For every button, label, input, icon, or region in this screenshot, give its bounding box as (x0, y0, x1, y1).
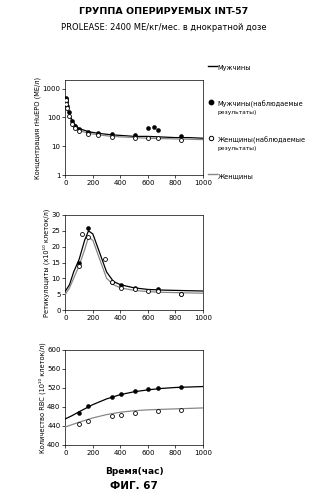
Point (73, 122, 78, 130)
Point (76, 420, 81, 428)
Point (132, 387, 137, 395)
Point (86, 417, 91, 425)
Point (109, 278, 114, 285)
Point (132, 284, 137, 292)
Point (63, 94, 68, 102)
Y-axis label: Ретикулоциты (х10¹⁰ клеток/л): Ретикулоциты (х10¹⁰ клеток/л) (43, 208, 50, 316)
Text: Время(час): Время(час) (105, 468, 164, 476)
Text: ГРУППА ОПЕРИРУЕМЫХ INT-57: ГРУППА ОПЕРИРУЕМЫХ INT-57 (79, 8, 248, 16)
Point (208, 98, 214, 106)
Point (64, 102, 70, 110)
Point (178, 406, 183, 414)
Point (86, 128, 91, 136)
Point (119, 284, 124, 292)
Point (109, 278, 114, 285)
Point (132, 132, 137, 140)
Point (208, 134, 214, 141)
Point (102, 256, 108, 264)
Text: Женщины: Женщины (217, 173, 253, 179)
Point (155, 134, 160, 142)
Point (79, 230, 84, 238)
Point (96, 128, 101, 136)
Point (152, 124, 157, 132)
Point (64, 98, 69, 106)
Point (69, 120, 75, 128)
Point (178, 290, 183, 298)
Point (63, 96, 69, 104)
Point (109, 394, 114, 402)
Point (109, 130, 114, 138)
Point (109, 133, 114, 141)
Point (155, 384, 160, 392)
Point (145, 386, 150, 394)
Point (86, 130, 91, 138)
Point (178, 290, 183, 298)
Point (86, 402, 91, 410)
Point (132, 286, 137, 294)
Point (155, 286, 160, 294)
Point (132, 134, 137, 142)
Point (64, 104, 70, 112)
Point (76, 127, 81, 135)
Point (155, 287, 160, 295)
Text: Женщины(наблюдаемые: Женщины(наблюдаемые (217, 137, 305, 144)
Point (109, 412, 114, 420)
Point (132, 408, 137, 416)
Point (155, 407, 160, 415)
Text: Мужчины(наблюдаемые: Мужчины(наблюдаемые (217, 101, 303, 108)
Point (76, 258, 81, 266)
Point (66, 112, 71, 120)
Text: Мужчины: Мужчины (217, 65, 251, 71)
Text: результаты): результаты) (217, 110, 257, 115)
Point (178, 132, 183, 140)
Point (119, 390, 124, 398)
Point (76, 125, 81, 133)
Y-axis label: Концентрация rHuEPO (МЕ/л): Концентрация rHuEPO (МЕ/л) (35, 76, 41, 178)
Point (119, 410, 124, 418)
Point (69, 117, 75, 125)
Point (155, 126, 160, 134)
Point (73, 124, 78, 132)
Point (86, 224, 91, 232)
Text: PROLEASE: 2400 МЕ/кг/мес. в днократной дозе: PROLEASE: 2400 МЕ/кг/мес. в днократной д… (61, 22, 266, 32)
Point (86, 233, 91, 241)
Point (178, 383, 183, 391)
Point (64, 100, 69, 108)
Y-axis label: Количество RBC (10¹⁰ клеток/л): Количество RBC (10¹⁰ клеток/л) (38, 342, 46, 453)
Point (66, 108, 71, 116)
Point (96, 132, 101, 140)
Point (76, 262, 81, 270)
Point (145, 124, 150, 132)
Text: ФИГ. 67: ФИГ. 67 (110, 481, 158, 491)
Text: результаты): результаты) (217, 146, 257, 151)
Point (63, 94, 69, 102)
Point (76, 408, 81, 416)
Point (145, 287, 150, 295)
Point (178, 136, 183, 143)
Point (119, 280, 124, 288)
Point (63, 97, 68, 105)
Point (145, 134, 150, 141)
